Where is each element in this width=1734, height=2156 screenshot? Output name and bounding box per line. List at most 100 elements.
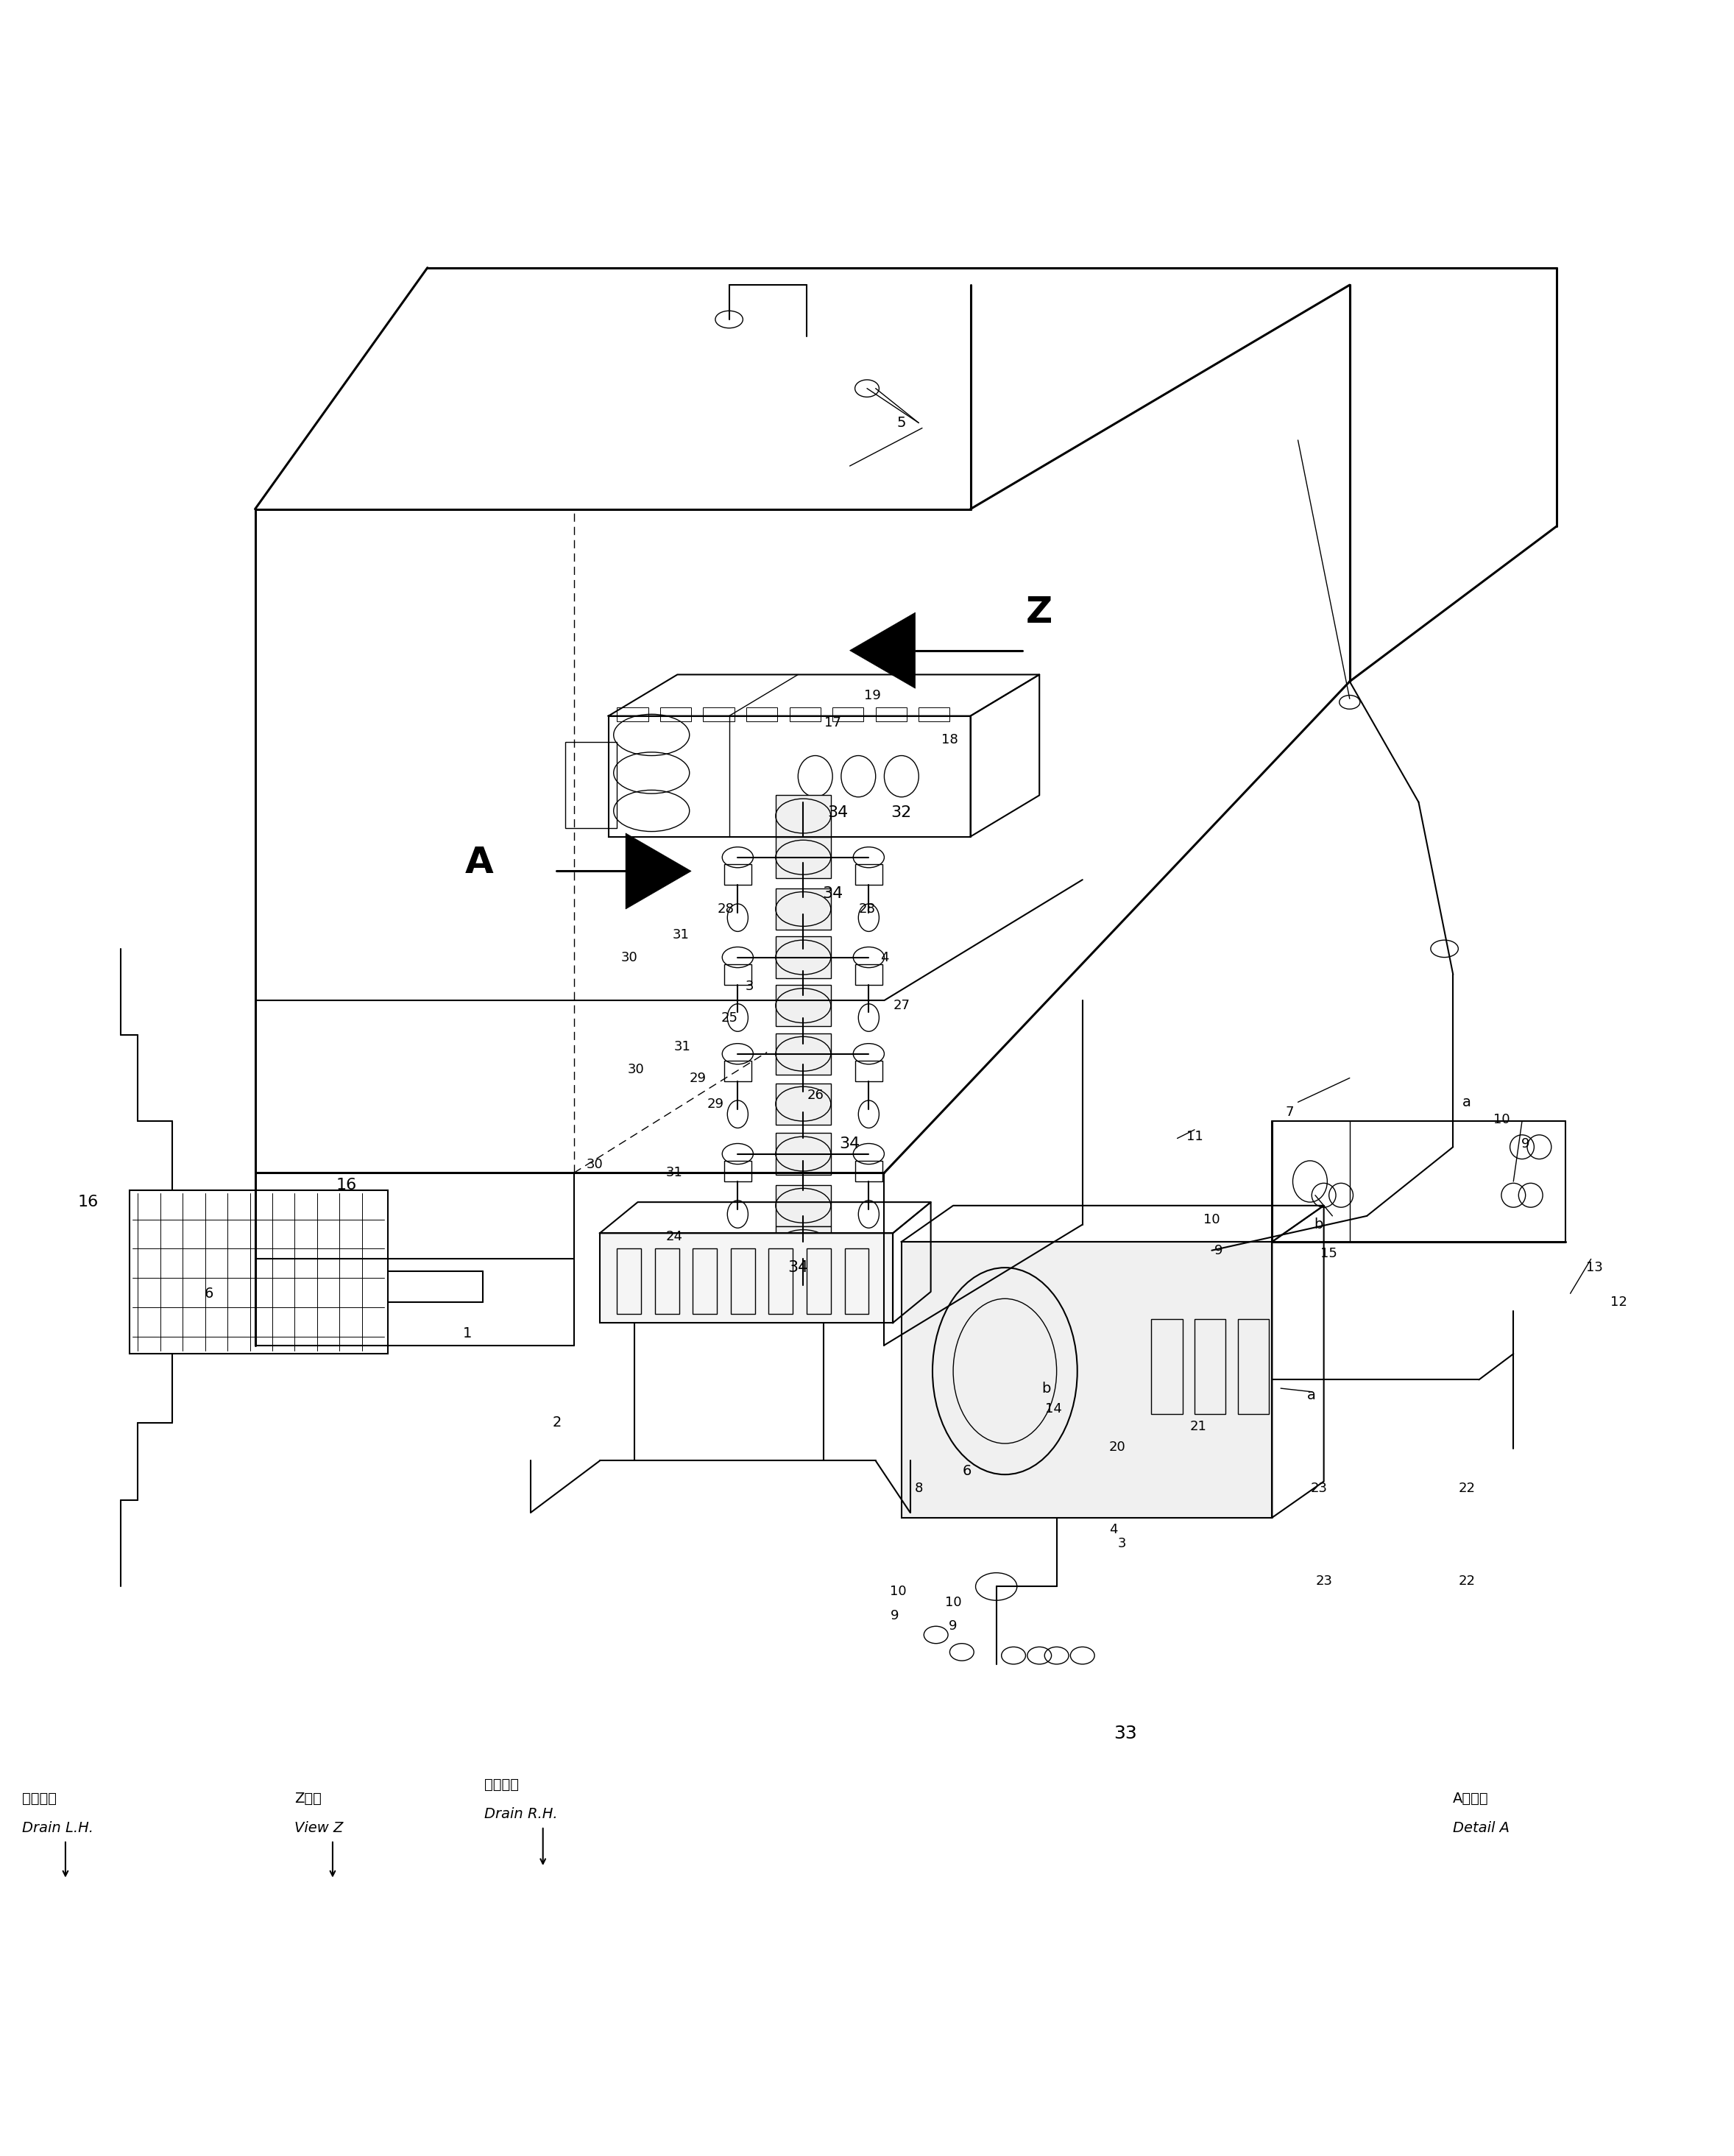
- Text: 24: 24: [666, 1229, 683, 1244]
- Text: a: a: [1462, 1095, 1470, 1108]
- Text: 12: 12: [1611, 1296, 1626, 1309]
- Text: View Z: View Z: [295, 1822, 343, 1835]
- Bar: [655, 1248, 680, 1315]
- Text: 9: 9: [1214, 1244, 1222, 1257]
- Bar: [617, 707, 649, 720]
- Text: 28: 28: [858, 903, 876, 916]
- Text: Detail A: Detail A: [1453, 1822, 1510, 1835]
- Text: 34: 34: [827, 804, 848, 819]
- Bar: [704, 707, 733, 720]
- Bar: [775, 936, 831, 979]
- Bar: [723, 1061, 751, 1082]
- Text: 3: 3: [746, 981, 754, 994]
- Bar: [855, 964, 883, 985]
- Bar: [855, 1061, 883, 1082]
- Bar: [130, 1190, 388, 1354]
- Text: 33: 33: [1113, 1725, 1138, 1742]
- Text: 23: 23: [1316, 1574, 1332, 1589]
- Text: 22: 22: [1458, 1481, 1476, 1494]
- Text: 29: 29: [690, 1072, 706, 1084]
- Text: 10: 10: [890, 1585, 907, 1598]
- Bar: [775, 1033, 831, 1074]
- Text: Drain R.H.: Drain R.H.: [484, 1807, 558, 1822]
- Bar: [1151, 1319, 1183, 1414]
- Bar: [775, 985, 831, 1026]
- Text: 10: 10: [945, 1595, 962, 1608]
- Text: 4: 4: [1110, 1522, 1118, 1537]
- Text: 6: 6: [962, 1464, 971, 1479]
- Text: 20: 20: [1108, 1440, 1125, 1453]
- Bar: [617, 1248, 642, 1315]
- Bar: [565, 742, 617, 828]
- Bar: [832, 707, 864, 720]
- Text: 32: 32: [891, 804, 912, 819]
- Bar: [723, 865, 751, 884]
- Text: A: A: [465, 845, 494, 880]
- Bar: [775, 888, 831, 929]
- Text: 7: 7: [1285, 1106, 1294, 1119]
- Polygon shape: [626, 832, 692, 910]
- Text: 31: 31: [666, 1166, 683, 1179]
- Bar: [775, 837, 831, 877]
- Text: 19: 19: [864, 688, 881, 703]
- Bar: [661, 707, 692, 720]
- Text: 27: 27: [893, 998, 910, 1011]
- Text: 30: 30: [621, 951, 638, 964]
- Text: 9: 9: [948, 1619, 957, 1632]
- Text: 16: 16: [336, 1177, 357, 1192]
- Text: Z: Z: [1027, 595, 1053, 630]
- Bar: [775, 1082, 831, 1125]
- Bar: [775, 1186, 831, 1227]
- Text: 10: 10: [1493, 1112, 1510, 1125]
- Text: 28: 28: [718, 903, 733, 916]
- Text: 31: 31: [675, 1041, 690, 1054]
- Bar: [902, 1242, 1273, 1518]
- Text: 3: 3: [1118, 1537, 1127, 1550]
- Bar: [723, 964, 751, 985]
- Text: b: b: [1042, 1382, 1051, 1395]
- Text: 34: 34: [839, 1136, 860, 1151]
- Text: Drain L.H.: Drain L.H.: [23, 1822, 94, 1835]
- Bar: [1238, 1319, 1269, 1414]
- Text: 22: 22: [1458, 1574, 1476, 1589]
- Text: 16: 16: [78, 1194, 99, 1210]
- Text: 9: 9: [1521, 1136, 1529, 1149]
- Bar: [919, 707, 950, 720]
- Bar: [855, 1160, 883, 1181]
- Text: 10: 10: [1203, 1212, 1221, 1227]
- Bar: [768, 1248, 792, 1315]
- Text: 11: 11: [1186, 1130, 1203, 1143]
- Text: 34: 34: [787, 1261, 808, 1274]
- Text: ドレン右: ドレン右: [484, 1779, 518, 1792]
- Text: 18: 18: [942, 733, 959, 746]
- Text: 15: 15: [1321, 1246, 1337, 1261]
- Bar: [775, 1227, 831, 1268]
- Bar: [694, 1248, 718, 1315]
- Bar: [1195, 1319, 1226, 1414]
- Bar: [876, 707, 907, 720]
- Text: 13: 13: [1587, 1261, 1602, 1274]
- Text: a: a: [1307, 1388, 1316, 1401]
- Text: 4: 4: [881, 951, 888, 964]
- Text: 5: 5: [896, 416, 907, 429]
- Text: 30: 30: [586, 1158, 603, 1171]
- Text: 34: 34: [822, 886, 843, 901]
- Bar: [723, 1160, 751, 1181]
- Bar: [844, 1248, 869, 1315]
- Polygon shape: [850, 612, 916, 688]
- Text: A　詳細: A 詳細: [1453, 1792, 1490, 1805]
- Text: 6: 6: [205, 1287, 213, 1300]
- Text: 8: 8: [914, 1481, 922, 1494]
- Text: Z　視: Z 視: [295, 1792, 323, 1805]
- Text: 2: 2: [551, 1416, 562, 1429]
- Bar: [730, 1248, 754, 1315]
- Text: b: b: [1314, 1218, 1323, 1231]
- Text: 30: 30: [628, 1063, 645, 1076]
- Bar: [855, 865, 883, 884]
- Bar: [775, 1134, 831, 1175]
- Text: 21: 21: [1190, 1419, 1207, 1434]
- Text: 25: 25: [721, 1011, 737, 1024]
- Text: 26: 26: [806, 1089, 824, 1102]
- Bar: [600, 1233, 893, 1324]
- Text: ドレン左: ドレン左: [23, 1792, 57, 1805]
